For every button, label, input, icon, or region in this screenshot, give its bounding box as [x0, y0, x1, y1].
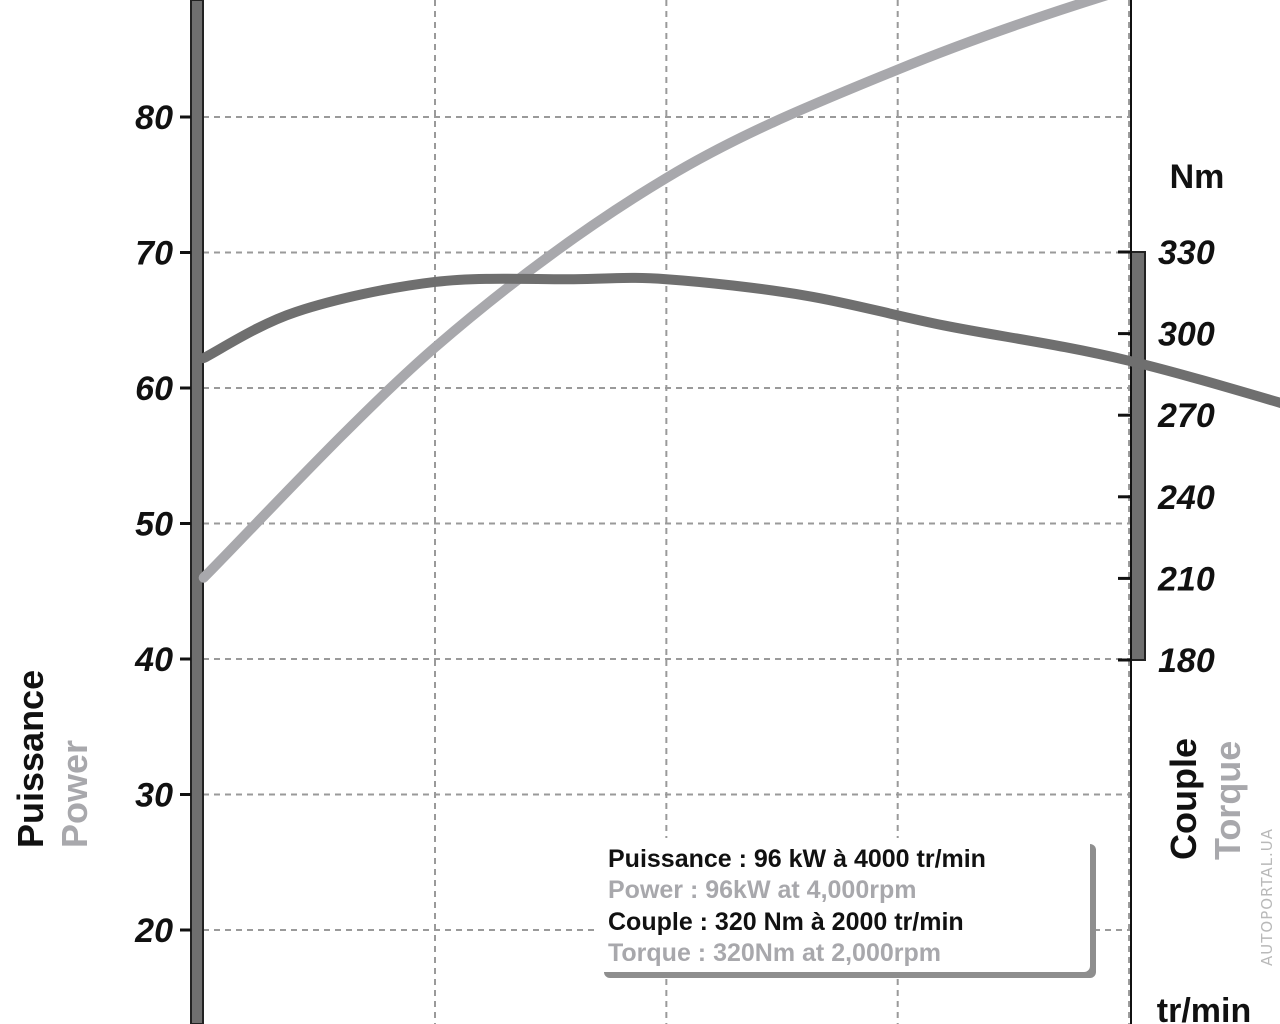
- right-tick-label: 210: [1157, 560, 1215, 598]
- left-axis-bar: [190, 0, 204, 1024]
- grid-lines: [203, 0, 1131, 1024]
- axes: [190, 0, 1146, 1024]
- right-axis-title-fr: Couple: [1163, 738, 1204, 860]
- annotation-torque-fr: Couple : 320 Nm à 2000 tr/min: [608, 908, 964, 936]
- right-axis-bar: [1130, 251, 1146, 661]
- right-axis-unit: Nm: [1170, 158, 1225, 196]
- spec-annotation-box: Puissance : 96 kW à 4000 tr/min Power : …: [598, 838, 1090, 972]
- left-tick-label: 20: [134, 912, 173, 950]
- right-axis-title-en: Torque: [1207, 741, 1248, 860]
- right-tick-label: 180: [1158, 642, 1215, 680]
- right-tick-label: 330: [1158, 234, 1215, 272]
- left-tick-label: 60: [135, 370, 173, 408]
- right-tick-label: 300: [1158, 316, 1215, 354]
- series-lines: [198, 0, 1280, 583]
- left-axis-title-fr: Puissance: [10, 670, 51, 848]
- watermark: AUTOPORTAL.UA: [1258, 828, 1276, 966]
- right-axis-ticks: 180 210 240 270 300 330: [1118, 234, 1215, 680]
- annotation-torque-en: Torque : 320Nm at 2,000rpm: [608, 939, 941, 967]
- x-axis-unit: tr/min: [1157, 992, 1251, 1024]
- annotation-power-en: Power : 96kW at 4,000rpm: [608, 876, 917, 904]
- right-tick-label: 240: [1157, 479, 1215, 517]
- left-tick-label: 70: [135, 235, 173, 273]
- left-tick-label: 30: [135, 777, 173, 815]
- left-tick-label: 80: [135, 99, 173, 137]
- torque-series-line: [198, 272, 1280, 408]
- left-tick-label: 40: [134, 641, 173, 679]
- annotation-power-fr: Puissance : 96 kW à 4000 tr/min: [608, 845, 986, 873]
- power-series-line: [198, 0, 1109, 583]
- right-tick-label: 270: [1157, 397, 1215, 435]
- left-axis-ticks: 20 30 40 50 60 70 80: [134, 99, 191, 950]
- left-tick-label: 50: [135, 506, 173, 544]
- left-axis-title-en: Power: [54, 740, 95, 848]
